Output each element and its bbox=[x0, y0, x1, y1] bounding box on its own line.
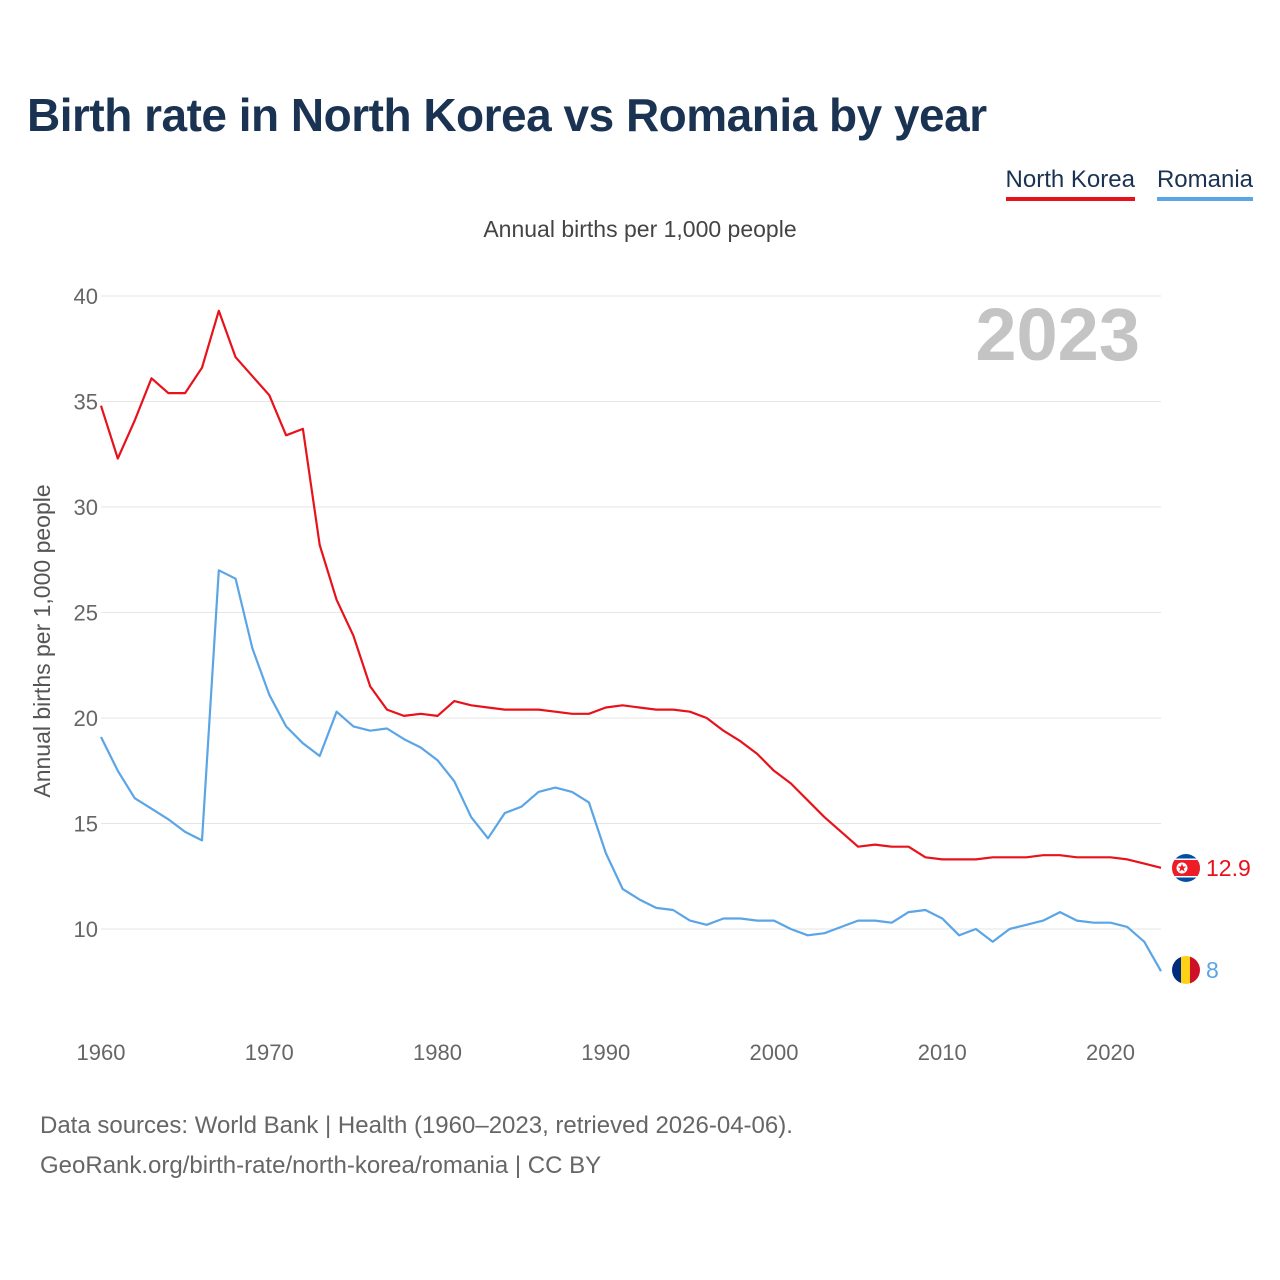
y-tick-label: 20 bbox=[74, 706, 98, 731]
legend-item-romania[interactable]: Romania bbox=[1156, 166, 1253, 201]
x-tick-label: 1960 bbox=[77, 1040, 126, 1065]
legend: North Korea Romania bbox=[1005, 166, 1253, 201]
y-tick-label: 30 bbox=[74, 495, 98, 520]
y-tick-label: 10 bbox=[74, 917, 98, 942]
end-value-romania: 8 bbox=[1206, 957, 1219, 983]
romania-flag-icon bbox=[1172, 956, 1200, 984]
year-watermark: 2023 bbox=[975, 293, 1140, 376]
source-line-1: Data sources: World Bank | Health (1960–… bbox=[40, 1112, 793, 1139]
source-link[interactable]: GeoRank.org/birth-rate/north-korea/roman… bbox=[40, 1152, 602, 1179]
x-tick-label: 1970 bbox=[245, 1040, 294, 1065]
x-tick-label: 2000 bbox=[750, 1040, 799, 1065]
y-tick-label: 40 bbox=[74, 284, 98, 309]
legend-item-north-korea[interactable]: North Korea bbox=[1005, 166, 1135, 201]
x-tick-label: 1990 bbox=[581, 1040, 630, 1065]
y-tick-label: 15 bbox=[74, 812, 98, 837]
north-korea-flag-icon bbox=[1172, 854, 1200, 882]
x-tick-label: 2020 bbox=[1086, 1040, 1135, 1065]
y-tick-label: 25 bbox=[74, 601, 98, 626]
x-tick-label: 1980 bbox=[413, 1040, 462, 1065]
y-tick-label: 35 bbox=[74, 390, 98, 415]
x-axis-ticks: 1960 1970 1980 1990 2000 2010 2020 bbox=[77, 1040, 1135, 1065]
series-lines bbox=[99, 309, 1162, 972]
source-note: Data sources: World Bank | Health (1960–… bbox=[40, 1106, 793, 1186]
x-tick-label: 2010 bbox=[918, 1040, 967, 1065]
series-line-romania[interactable] bbox=[100, 569, 1162, 972]
chart-subtitle: Annual births per 1,000 people bbox=[483, 216, 797, 242]
y-axis-ticks: 10 15 20 25 30 35 40 bbox=[74, 284, 98, 942]
end-value-north-korea: 12.9 bbox=[1206, 855, 1251, 881]
series-line-north-korea[interactable] bbox=[99, 309, 1162, 869]
y-axis-label: Annual births per 1,000 people bbox=[29, 484, 55, 797]
chart-title: Birth rate in North Korea vs Romania by … bbox=[27, 89, 987, 141]
grid-lines bbox=[101, 295, 1161, 930]
